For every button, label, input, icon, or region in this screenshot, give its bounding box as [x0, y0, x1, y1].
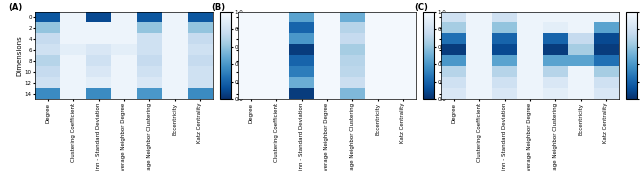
Text: (A): (A): [8, 3, 23, 12]
Text: (B): (B): [212, 3, 226, 12]
Text: (C): (C): [415, 3, 429, 12]
Y-axis label: Dimensions: Dimensions: [16, 35, 22, 76]
